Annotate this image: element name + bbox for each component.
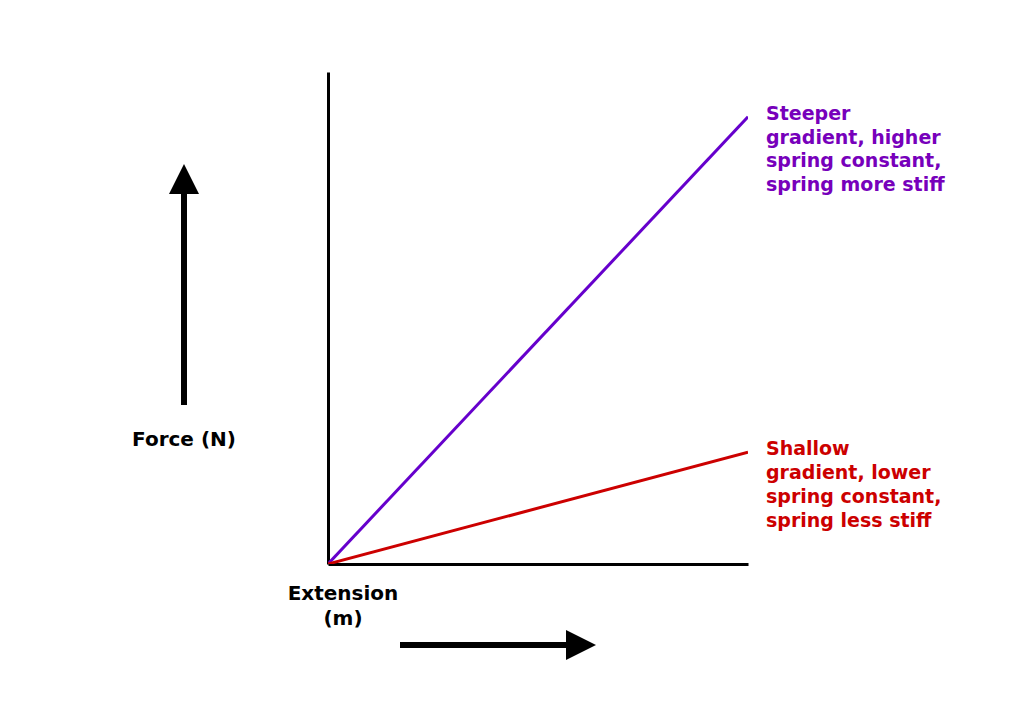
force-arrow [181, 170, 187, 405]
x-axis-line [329, 563, 749, 566]
plot-area [328, 73, 749, 565]
y-axis [328, 73, 329, 565]
annotations: Steepergradient, higherspring constant,s… [766, 102, 945, 531]
y-axis-line [327, 73, 330, 565]
x-axis-label: Extension(m) [288, 581, 399, 630]
series-line [328, 117, 748, 564]
y-axis-label: Force (N) [132, 427, 236, 451]
series-line [328, 452, 748, 564]
annotation: Steepergradient, higherspring constant,s… [766, 102, 945, 195]
extension-arrow [400, 642, 590, 648]
x-axis [329, 564, 749, 565]
annotation: Shallowgradient, lowerspring constant,sp… [766, 437, 941, 530]
chart-svg: Steepergradient, higherspring constant,s… [0, 0, 1024, 724]
lines [328, 117, 748, 564]
